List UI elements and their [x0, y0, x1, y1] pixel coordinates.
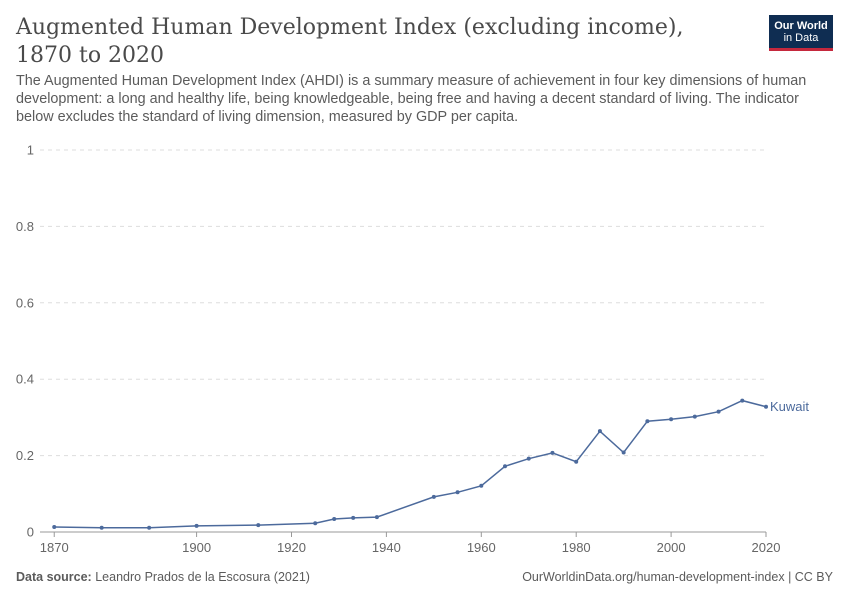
data-point [645, 419, 650, 424]
owid-logo[interactable]: Our World in Data [769, 15, 833, 51]
data-point [574, 459, 579, 464]
line-chart: 0 0.2 0.4 0.6 0.8 1 1870 1900 1920 1940 1960 1980 2… [16, 143, 809, 556]
logo-line-2: in Data [783, 32, 819, 44]
y-axis-ticks: 0 0.2 0.4 0.6 0.8 1 [16, 143, 34, 540]
y-tick-label: 1 [27, 143, 34, 158]
source-text: Leandro Prados de la Escosura (2021) [95, 570, 310, 584]
data-point [431, 494, 436, 499]
x-tick-label: 1920 [277, 540, 306, 555]
series-label: Kuwait [770, 399, 809, 414]
data-point [52, 525, 57, 530]
data-point [716, 409, 721, 414]
data-point [692, 414, 697, 419]
grid-lines [40, 149, 766, 457]
chart-subtitle: The Augmented Human Development Index (A… [16, 73, 807, 125]
source-url[interactable]: OurWorldinData.org/human-development-ind… [522, 570, 833, 584]
data-point [313, 521, 318, 526]
y-tick-label: 0 [27, 525, 34, 540]
data-point [669, 417, 674, 422]
data-point [374, 515, 379, 520]
data-point [351, 515, 356, 520]
x-tick-label: 1960 [467, 540, 496, 555]
data-point [503, 464, 508, 469]
y-tick-label: 0.4 [16, 372, 34, 387]
x-tick-label: 2020 [752, 540, 781, 555]
data-point [479, 483, 484, 488]
data-point [99, 525, 104, 530]
x-tick-label: 1900 [182, 540, 211, 555]
y-tick-label: 0.2 [16, 448, 34, 463]
y-tick-label: 0.6 [16, 295, 34, 310]
data-source: Data source: Leandro Prados de la Escosu… [16, 570, 310, 584]
x-tick-label: 1940 [372, 540, 401, 555]
data-point [332, 517, 337, 522]
data-point [621, 450, 626, 455]
source-label: Data source: [16, 570, 92, 584]
y-tick-label: 0.8 [16, 219, 34, 234]
series-layer: Kuwait [52, 398, 809, 530]
data-point [764, 404, 768, 409]
data-point [550, 450, 555, 455]
data-point [194, 523, 199, 528]
x-tick-label: 2000 [657, 540, 686, 555]
data-point [455, 490, 460, 495]
series-line-kuwait [54, 399, 767, 529]
data-point [597, 429, 602, 434]
x-tick-label: 1870 [40, 540, 69, 555]
data-point [147, 525, 152, 530]
data-point [740, 398, 745, 403]
x-tick-label: 1980 [562, 540, 591, 555]
logo-line-1: Our World [774, 20, 828, 32]
data-point [256, 523, 261, 528]
x-axis: 1870 1900 1920 1940 1960 1980 2000 2020 [40, 531, 781, 555]
data-point [526, 456, 531, 461]
chart-title: Augmented Human Development Index (exclu… [16, 15, 684, 68]
